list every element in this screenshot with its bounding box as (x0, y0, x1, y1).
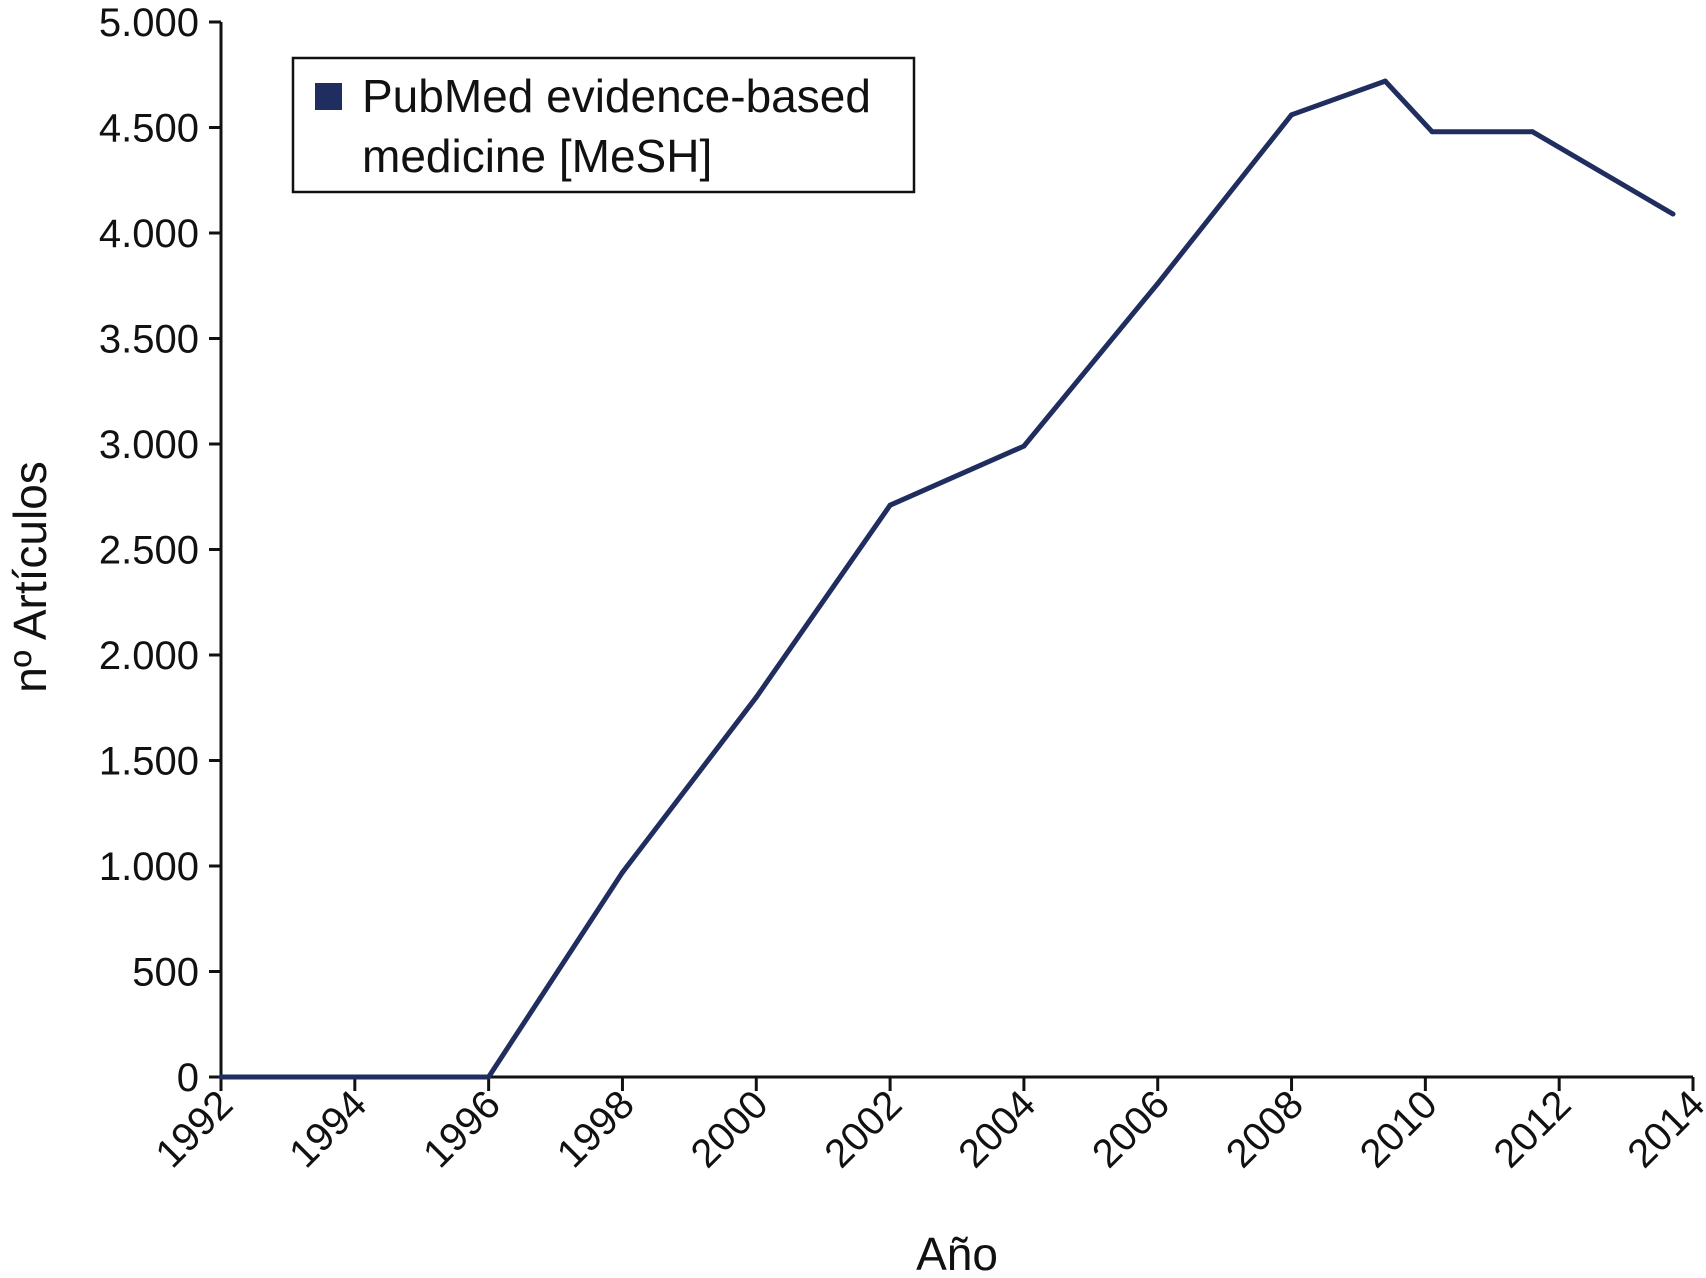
y-tick-label: 2.000 (99, 634, 199, 678)
y-tick-label: 1.500 (99, 740, 199, 784)
legend-swatch (315, 83, 342, 110)
y-tick-label: 0 (177, 1056, 199, 1100)
x-tick-label: 1996 (415, 1082, 509, 1176)
data-point (486, 1074, 492, 1080)
x-tick-label: 2006 (1084, 1082, 1178, 1176)
x-tick-label: 1998 (549, 1082, 643, 1176)
data-point (1021, 443, 1027, 449)
data-point (1529, 129, 1535, 135)
x-tick-label: 2000 (683, 1082, 777, 1176)
data-point (1382, 78, 1388, 84)
y-tick-label: 4.500 (99, 107, 199, 151)
x-tick-label: 2014 (1619, 1082, 1706, 1176)
x-tick-label: 2012 (1486, 1082, 1580, 1176)
x-ticks: 1992 1994 1996 1998 2000 2002 2004 2006 2008 2010… (147, 1077, 1706, 1176)
data-point (887, 502, 893, 508)
data-point (1429, 129, 1435, 135)
series-layer (218, 78, 1676, 1080)
x-tick-label: 2004 (950, 1082, 1044, 1176)
y-axis-title: nº Artículos (4, 461, 56, 693)
y-tick-label: 2.500 (99, 529, 199, 573)
y-ticks: 0 500 1.000 1.500 2.000 2.500 3.000 3.500 4.000 4… (99, 1, 221, 1100)
legend-label-line-1: PubMed evidence-based (362, 70, 871, 122)
data-point (352, 1074, 358, 1080)
y-tick-label: 5.000 (99, 1, 199, 45)
y-tick-label: 1.000 (99, 845, 199, 889)
data-point (753, 694, 759, 700)
data-point (619, 869, 625, 875)
x-tick-label: 2010 (1352, 1082, 1446, 1176)
y-tick-label: 3.000 (99, 423, 199, 467)
data-point (1670, 211, 1676, 217)
x-tick-label: 1994 (281, 1082, 375, 1176)
series-line (218, 78, 1676, 1080)
legend: PubMed evidence-based medicine [MeSH] (291, 56, 916, 194)
y-tick-label: 500 (132, 951, 199, 995)
legend-label-line-2: medicine [MeSH] (362, 130, 712, 182)
data-point (1289, 112, 1295, 118)
x-tick-label: 2002 (816, 1082, 910, 1176)
data-point (218, 1074, 224, 1080)
y-tick-label: 4.000 (99, 212, 199, 256)
y-tick-label: 3.500 (99, 318, 199, 362)
legend-box (291, 56, 916, 194)
x-tick-label: 2008 (1218, 1082, 1312, 1176)
x-axis-title: Año (916, 1228, 998, 1278)
data-point (1155, 281, 1161, 287)
